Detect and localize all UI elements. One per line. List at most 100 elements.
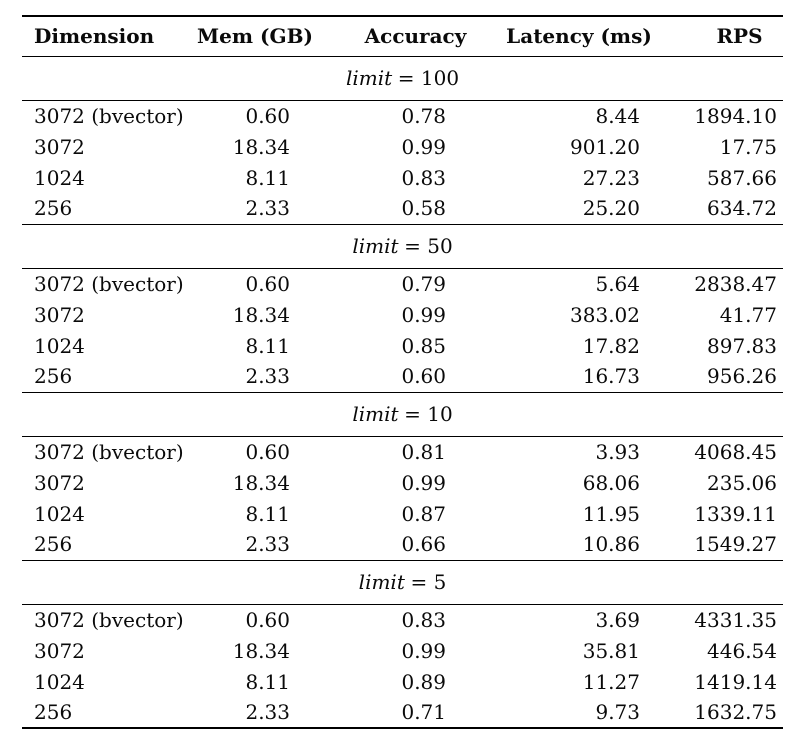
cell-dimension: 1024: [34, 333, 85, 358]
cell-rps: 41.77: [719, 302, 777, 327]
column-header-rps: RPS: [716, 24, 763, 49]
table-row: 256 2.33 0.60 16.73 956.26: [22, 361, 783, 392]
cell-latency: 8.44: [595, 103, 640, 128]
cell-accuracy: 0.81: [401, 439, 446, 464]
cell-latency: 11.27: [582, 669, 640, 694]
cell-latency: 16.73: [582, 364, 640, 389]
cell-accuracy: 0.83: [401, 607, 446, 632]
table-row: 3072 (bvector) 0.60 0.83 3.69 4331.35: [22, 604, 783, 635]
cell-mem: 8.11: [245, 165, 290, 190]
limit-variable: limit: [358, 570, 405, 594]
document-page: Dimension Mem (GB) Accuracy Latency (ms)…: [22, 15, 783, 729]
limit-label: limit = 50: [22, 224, 783, 268]
cell-latency: 383.02: [570, 302, 640, 327]
cell-accuracy: 0.89: [401, 669, 446, 694]
section-limit-row: limit = 5: [22, 560, 783, 604]
cell-latency: 901.20: [570, 134, 640, 159]
cell-accuracy: 0.87: [401, 501, 446, 526]
limit-variable: limit: [345, 66, 393, 90]
cell-mem: 0.60: [245, 439, 290, 464]
table-row: 1024 8.11 0.87 11.95 1339.11: [22, 498, 783, 529]
table-body: limit = 100 3072 (bvector) 0.60 0.78 8.44 1894…: [22, 56, 783, 728]
table-row: 3072 (bvector) 0.60 0.79 5.64 2838.47: [22, 268, 783, 299]
cell-accuracy: 0.66: [401, 532, 446, 557]
cell-rps: 4331.35: [694, 607, 777, 632]
limit-value: = 10: [404, 402, 453, 426]
limit-label: limit = 100: [22, 56, 783, 100]
cell-mem: 8.11: [245, 333, 290, 358]
limit-variable: limit: [352, 234, 399, 258]
section-limit-row: limit = 100: [22, 56, 783, 100]
table-row: 1024 8.11 0.85 17.82 897.83: [22, 330, 783, 361]
header-row: Dimension Mem (GB) Accuracy Latency (ms)…: [22, 16, 783, 56]
cell-rps: 1549.27: [694, 532, 777, 557]
table-row: 3072 18.34 0.99 35.81 446.54: [22, 635, 783, 666]
cell-latency: 10.86: [582, 532, 640, 557]
cell-dimension: 3072: [34, 470, 85, 495]
table-row: 3072 18.34 0.99 383.02 41.77: [22, 299, 783, 330]
cell-latency: 35.81: [582, 638, 640, 663]
cell-mem: 2.33: [245, 700, 290, 724]
cell-accuracy: 0.99: [401, 134, 446, 159]
cell-mem: 18.34: [232, 134, 290, 159]
cell-rps: 17.75: [719, 134, 777, 159]
limit-value: = 50: [404, 234, 453, 258]
cell-latency: 3.93: [595, 439, 640, 464]
cell-accuracy: 0.99: [401, 302, 446, 327]
cell-rps: 1632.75: [694, 700, 777, 724]
section-limit-row: limit = 50: [22, 224, 783, 268]
table-row: 3072 18.34 0.99 901.20 17.75: [22, 131, 783, 162]
cell-mem: 18.34: [232, 470, 290, 495]
cell-latency: 5.64: [595, 271, 640, 296]
cell-rps: 446.54: [707, 638, 777, 663]
cell-accuracy: 0.99: [401, 470, 446, 495]
cell-mem: 2.33: [245, 532, 290, 557]
cell-accuracy: 0.79: [401, 271, 446, 296]
limit-label: limit = 5: [22, 560, 783, 604]
cell-rps: 235.06: [707, 470, 777, 495]
cell-rps: 1339.11: [694, 501, 777, 526]
cell-mem: 8.11: [245, 669, 290, 694]
cell-mem: 0.60: [245, 103, 290, 128]
section-limit-row: limit = 10: [22, 392, 783, 436]
cell-latency: 11.95: [582, 501, 640, 526]
column-header-accuracy: Accuracy: [364, 24, 467, 49]
cell-dimension: 3072: [34, 302, 85, 327]
table-row: 3072 18.34 0.99 68.06 235.06: [22, 467, 783, 498]
benchmark-table: Dimension Mem (GB) Accuracy Latency (ms)…: [22, 15, 783, 729]
table-row: 256 2.33 0.71 9.73 1632.75: [22, 697, 783, 728]
cell-mem: 8.11: [245, 501, 290, 526]
cell-latency: 17.82: [582, 333, 640, 358]
cell-dimension: 3072 (bvector): [34, 439, 184, 464]
cell-latency: 9.73: [595, 700, 640, 724]
cell-mem: 0.60: [245, 607, 290, 632]
cell-accuracy: 0.83: [401, 165, 446, 190]
cell-dimension: 256: [34, 364, 73, 389]
table-row: 1024 8.11 0.89 11.27 1419.14: [22, 666, 783, 697]
column-header-latency: Latency (ms): [506, 24, 652, 49]
cell-latency: 3.69: [595, 607, 640, 632]
table-row: 256 2.33 0.66 10.86 1549.27: [22, 529, 783, 560]
cell-rps: 2838.47: [694, 271, 777, 296]
cell-rps: 956.26: [707, 364, 777, 389]
table-row: 256 2.33 0.58 25.20 634.72: [22, 193, 783, 224]
table-row: 1024 8.11 0.83 27.23 587.66: [22, 162, 783, 193]
cell-accuracy: 0.99: [401, 638, 446, 663]
cell-dimension: 3072: [34, 134, 85, 159]
cell-accuracy: 0.85: [401, 333, 446, 358]
cell-dimension: 256: [34, 196, 73, 221]
column-header-dimension: Dimension: [34, 24, 155, 49]
cell-accuracy: 0.78: [401, 103, 446, 128]
cell-accuracy: 0.60: [401, 364, 446, 389]
table-row: 3072 (bvector) 0.60 0.78 8.44 1894.10: [22, 100, 783, 131]
cell-rps: 634.72: [707, 196, 777, 221]
limit-label: limit = 10: [22, 392, 783, 436]
cell-rps: 587.66: [707, 165, 777, 190]
cell-dimension: 3072: [34, 638, 85, 663]
cell-dimension: 3072 (bvector): [34, 271, 184, 296]
table-row: 3072 (bvector) 0.60 0.81 3.93 4068.45: [22, 436, 783, 467]
limit-value: = 100: [397, 66, 460, 90]
cell-rps: 897.83: [707, 333, 777, 358]
cell-latency: 25.20: [582, 196, 640, 221]
cell-latency: 68.06: [582, 470, 640, 495]
